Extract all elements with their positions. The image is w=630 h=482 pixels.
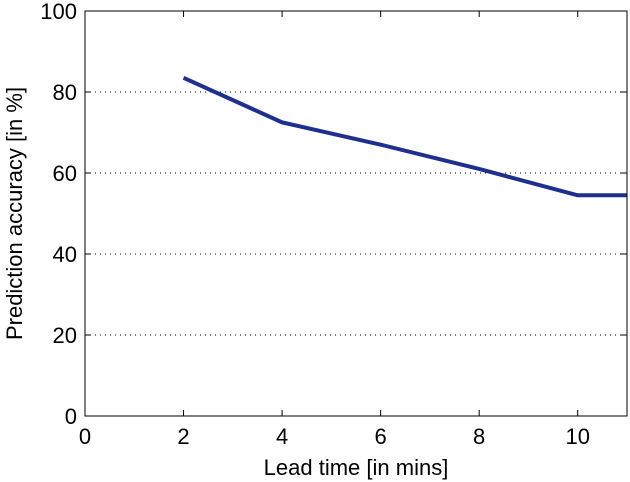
x-tick-label-8: 8	[473, 424, 485, 449]
grid-lines	[85, 91, 627, 336]
x-tick-label-10: 10	[565, 424, 589, 449]
y-tick-label-0: 0	[65, 404, 77, 429]
series-layer	[182, 76, 627, 198]
y-tick-label-40: 40	[53, 242, 77, 267]
y-tick-label-100: 100	[40, 0, 77, 24]
x-tick-label-6: 6	[375, 424, 387, 449]
series-line-1	[182, 76, 627, 198]
x-tick-label-0: 0	[79, 424, 91, 449]
plot-frame	[84, 10, 628, 417]
y-tick-label-20: 20	[53, 323, 77, 348]
x-tick-label-4: 4	[276, 424, 288, 449]
ticks: 0 20 40 60 80 100 0 2 4 6 8 10	[40, 0, 627, 449]
x-axis-label: Lead time [in mins]	[264, 455, 449, 480]
y-tick-label-60: 60	[53, 161, 77, 186]
y-tick-label-80: 80	[53, 80, 77, 105]
y-axis-label: Prediction accuracy [in %]	[2, 87, 27, 340]
x-tick-label-2: 2	[177, 424, 189, 449]
